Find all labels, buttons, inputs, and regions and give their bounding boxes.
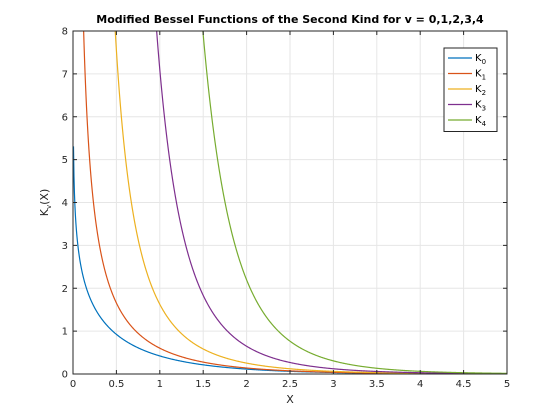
x-tick-label: 3 — [330, 379, 336, 390]
y-tick-label: 2 — [62, 284, 68, 295]
legend-label-sub: 4 — [482, 120, 487, 128]
legend-label-k4: K4 — [475, 115, 487, 128]
x-tick-label: 0.5 — [108, 379, 124, 390]
legend-label-k1: K1 — [475, 69, 486, 82]
x-tick-label: 5 — [504, 379, 510, 390]
legend-label-k0: K0 — [475, 53, 486, 66]
legend-label-k3: K3 — [475, 100, 486, 113]
y-tick-label: 6 — [62, 112, 68, 123]
x-axis-label: X — [286, 393, 294, 406]
legend-label-sub: 2 — [482, 89, 486, 97]
x-tick-label: 3.5 — [369, 379, 385, 390]
legend-label-base: K — [475, 69, 482, 80]
y-axis-label-base: K — [38, 208, 51, 216]
y-axis-label-suffix: (X) — [38, 189, 51, 205]
legend-label-sub: 0 — [482, 58, 486, 66]
legend-label-base: K — [475, 53, 482, 64]
y-tick-label: 3 — [62, 241, 68, 252]
legend-label-sub: 1 — [482, 74, 486, 82]
x-tick-label: 0 — [70, 379, 76, 390]
legend-label-base: K — [475, 100, 482, 111]
y-tick-label: 7 — [62, 69, 68, 80]
x-tick-label: 2 — [243, 379, 249, 390]
legend-box — [443, 47, 498, 132]
x-tick-label: 2.5 — [282, 379, 298, 390]
y-tick-label: 4 — [62, 198, 68, 209]
series-line-k4 — [202, 31, 507, 374]
x-tick-label: 4 — [417, 379, 423, 390]
x-tick-label: 1.5 — [195, 379, 211, 390]
y-axis-label: Kv(X) — [38, 189, 53, 217]
y-tick-label: 0 — [62, 370, 68, 381]
axis-ticks: 0 0.5 1 1.5 2 2.5 3 3.5 4 4.5 5 0 1 2 3 4 5 6 7 8 — [62, 27, 511, 391]
legend-label-base: K — [475, 84, 482, 95]
y-tick-label: 1 — [62, 327, 68, 338]
series-line-k3 — [156, 31, 507, 374]
legend-label-base: K — [475, 115, 482, 126]
legend-label-sub: 3 — [482, 105, 486, 113]
chart-title: Modified Bessel Functions of the Second … — [96, 13, 484, 26]
y-axis-label-sub: v — [45, 205, 53, 209]
legend-label-k2: K2 — [475, 84, 486, 97]
y-tick-label: 8 — [62, 27, 68, 38]
y-tick-label: 5 — [62, 155, 68, 166]
x-tick-label: 4.5 — [456, 379, 472, 390]
x-tick-label: 1 — [157, 379, 163, 390]
